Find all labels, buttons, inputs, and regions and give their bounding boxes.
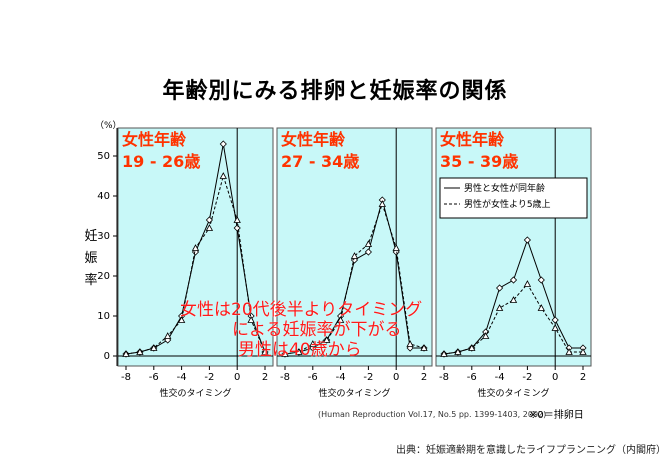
data-point-triangle [205, 224, 214, 231]
y-tick-label: 50 [97, 151, 110, 162]
x-tick-label: -4 [495, 372, 505, 383]
footer-source: 出典：妊娠適齢期を意識したライフプランニング（内閣府） [396, 445, 666, 456]
data-point-triangle [495, 304, 504, 311]
data-point-triangle [309, 340, 317, 347]
data-point-triangle [565, 348, 573, 355]
panel-label-line: 女性年齢 [122, 130, 187, 149]
data-point-triangle [323, 336, 331, 343]
data-point-triangle [440, 350, 448, 357]
overlay-line-2: による妊娠率が下がる [232, 320, 402, 340]
x-tick-label: 0 [393, 372, 399, 383]
x-tick-label: -6 [308, 372, 318, 383]
x-tick-label: 0 [234, 372, 240, 383]
y-tick-label: 30 [97, 231, 110, 242]
data-point-diamond [496, 284, 504, 292]
data-point-diamond [219, 140, 227, 148]
data-point-diamond [509, 276, 518, 284]
y-tick-label: 10 [97, 311, 110, 322]
x-tick-label: 2 [580, 372, 586, 383]
x-tick-label: -2 [204, 372, 214, 383]
data-point-triangle [392, 244, 400, 251]
x-tick-label: 2 [421, 372, 427, 383]
data-point-triangle [364, 240, 373, 247]
y-tick-label: 20 [97, 271, 110, 282]
y-axis-label-char: 率 [84, 272, 97, 288]
x-tick-label: -6 [467, 372, 477, 383]
data-point-triangle [295, 348, 303, 355]
data-point-triangle [261, 348, 269, 355]
x-axis-label: 性交のタイミング [318, 387, 390, 399]
legend-entry-label: 男性が女性より5歳上 [464, 198, 551, 210]
panel-background [276, 127, 433, 367]
data-point-triangle [420, 344, 428, 351]
panel-label-line: 19 - 26歳 [122, 152, 200, 171]
legend-box [439, 177, 588, 219]
x-tick-label: -8 [280, 372, 290, 383]
y-axis-label-char: 娠 [84, 251, 97, 266]
overlay-line-3: 男性は40歳から [238, 340, 362, 360]
x-tick-label: -2 [363, 372, 373, 383]
x-axis-label: 性交のタイミング [477, 387, 549, 399]
data-point-triangle [482, 332, 490, 339]
data-point-triangle [164, 332, 172, 339]
data-point-triangle [579, 348, 587, 355]
legend-entry-label: 男性と女性が同年齢 [464, 182, 545, 194]
x-tick-label: -8 [121, 372, 131, 383]
x-tick-label: -2 [522, 372, 532, 383]
panel-label-line: 27 - 34歳 [281, 152, 359, 171]
data-point-triangle [247, 316, 255, 323]
panel-label-line: 女性年齢 [281, 130, 346, 149]
data-point-diamond [364, 248, 372, 256]
overlay-line-1: 女性は20代後半よりタイミング [180, 300, 423, 320]
data-point-triangle [150, 344, 158, 351]
overlay-text: 女性は20代後半よりタイミング による妊娠率が下がる 男性は40歳から [180, 300, 422, 360]
data-point-triangle [350, 252, 359, 259]
y-tick-label: 40 [97, 191, 110, 202]
page-title: 年齢別にみる排卵と妊娠率の関係 [162, 79, 508, 104]
data-point-triangle [509, 296, 518, 303]
x-tick-label: -8 [439, 372, 449, 383]
data-point-triangle [378, 200, 386, 207]
zero-note: ※0＝排卵日 [529, 410, 584, 421]
panel-label-line: 35 - 39歳 [440, 152, 518, 171]
data-point-triangle [233, 216, 241, 223]
data-point-diamond [537, 276, 545, 284]
data-point-triangle [281, 350, 289, 357]
panel-background [435, 127, 592, 367]
data-point-triangle [454, 348, 462, 355]
x-tick-label: -4 [177, 372, 187, 383]
x-tick-label: -4 [336, 372, 346, 383]
data-point-triangle [468, 344, 476, 351]
data-point-triangle [336, 316, 345, 323]
x-tick-label: 2 [262, 372, 268, 383]
data-point-triangle [537, 304, 545, 311]
series-line-dashed [443, 283, 583, 355]
y-axis-label-char: 妊 [84, 229, 97, 244]
data-point-triangle [136, 348, 144, 355]
y-tick-label: 0 [104, 351, 110, 362]
data-point-triangle [177, 316, 186, 323]
data-point-triangle [191, 244, 200, 251]
data-point-triangle [551, 324, 559, 331]
x-axis-label: 性交のタイミング [159, 387, 231, 399]
panel-label-line: 女性年齢 [440, 130, 505, 149]
x-tick-label: -6 [149, 372, 159, 383]
data-point-diamond [523, 236, 531, 244]
y-unit-label: （%） [95, 121, 122, 131]
source-note: (Human Reproduction Vol.17, No.5 pp. 139… [318, 410, 547, 419]
data-point-triangle [219, 172, 227, 179]
data-point-triangle [406, 340, 414, 347]
x-tick-label: 0 [552, 372, 558, 383]
data-point-triangle [523, 280, 532, 287]
data-point-diamond [551, 316, 559, 324]
data-point-triangle [122, 350, 130, 357]
